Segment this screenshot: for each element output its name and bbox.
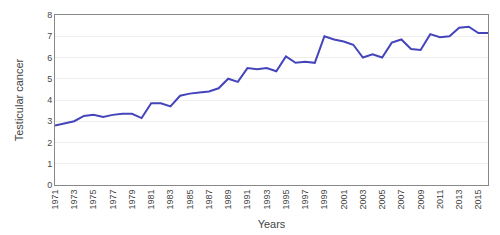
svg-text:2001: 2001: [339, 190, 349, 210]
svg-text:0: 0: [47, 180, 52, 190]
svg-text:1993: 1993: [262, 190, 272, 210]
svg-text:1997: 1997: [300, 190, 310, 210]
svg-text:1999: 1999: [319, 190, 329, 210]
svg-text:1975: 1975: [88, 190, 98, 210]
svg-text:1983: 1983: [165, 190, 175, 210]
svg-text:1977: 1977: [108, 190, 118, 210]
svg-text:2009: 2009: [416, 190, 426, 210]
svg-text:1987: 1987: [204, 190, 214, 210]
svg-text:8: 8: [47, 10, 52, 20]
svg-text:4: 4: [47, 95, 52, 105]
svg-text:2007: 2007: [396, 190, 406, 210]
svg-text:Testicular cancer: Testicular cancer: [13, 58, 25, 141]
svg-text:1973: 1973: [69, 190, 79, 210]
svg-text:2003: 2003: [358, 190, 368, 210]
svg-text:2015: 2015: [473, 190, 483, 210]
svg-text:2005: 2005: [377, 190, 387, 210]
svg-text:1971: 1971: [50, 190, 60, 210]
svg-text:2: 2: [47, 138, 52, 148]
svg-text:2011: 2011: [435, 190, 445, 209]
svg-text:1: 1: [47, 159, 52, 169]
svg-text:7: 7: [47, 31, 52, 41]
svg-text:5: 5: [47, 74, 52, 84]
svg-text:3: 3: [47, 116, 52, 126]
svg-text:2013: 2013: [454, 190, 464, 210]
svg-text:1981: 1981: [146, 190, 156, 210]
svg-text:1991: 1991: [242, 190, 252, 210]
svg-text:1979: 1979: [127, 190, 137, 210]
svg-text:6: 6: [47, 53, 52, 63]
svg-text:Years: Years: [258, 218, 286, 230]
svg-text:1995: 1995: [281, 190, 291, 210]
svg-text:1989: 1989: [223, 190, 233, 210]
svg-text:1985: 1985: [185, 190, 195, 210]
